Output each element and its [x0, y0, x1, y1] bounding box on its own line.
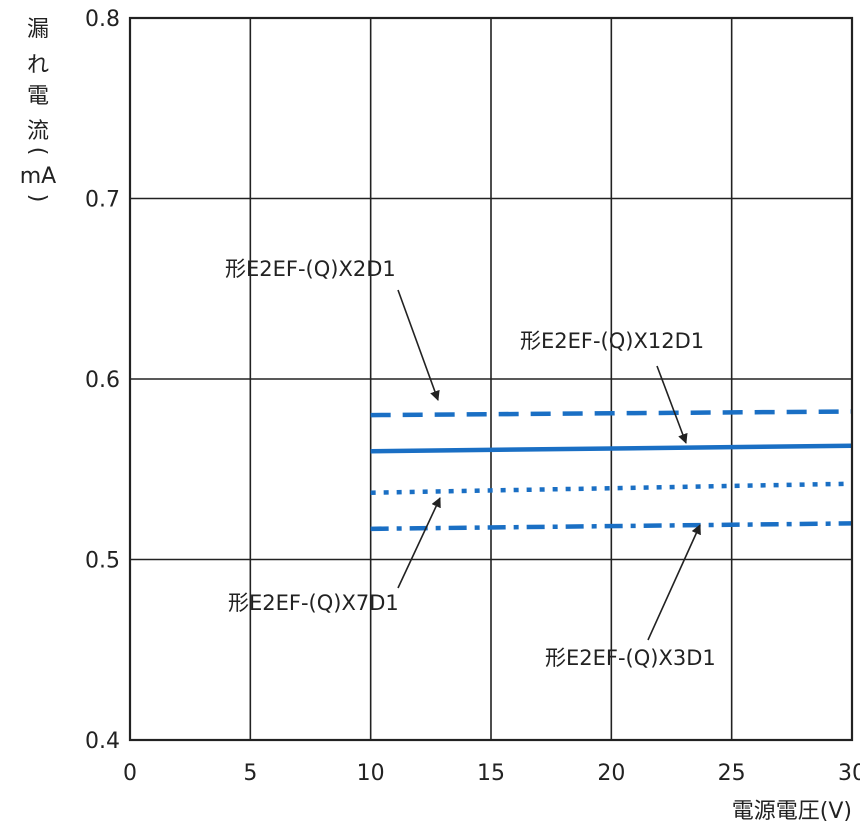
x-tick-label: 10 [357, 761, 385, 786]
x-tick-label: 15 [477, 761, 505, 786]
y-axis-label-char: ) [25, 194, 50, 203]
y-tick-label: 0.7 [85, 188, 120, 213]
annotation-arrow [397, 289, 440, 401]
x-tick-label: 25 [718, 761, 746, 786]
plot-frame [128, 16, 854, 742]
y-axis-label-char: 流 [27, 119, 49, 144]
annotation-arrow [656, 365, 688, 444]
series-annotations: 形E2EF-(Q)X2D1 形E2EF-(Q)X12D1 形E2EF-(Q)X7D1… [225, 257, 716, 670]
annotation-arrows [397, 289, 701, 641]
x-tick-label: 30 [838, 761, 860, 786]
y-axis-label-char: れ [27, 53, 49, 78]
series-annotation-label: 形E2EF-(Q)X12D1 [520, 329, 704, 353]
tick-labels: 0 5 10 15 20 25 30 0.4 0.5 0.6 0.7 0.8 [85, 7, 860, 786]
series-annotation-label: 形E2EF-(Q)X2D1 [225, 257, 396, 281]
y-tick-label: 0.6 [85, 368, 120, 393]
y-axis-label-char: ( [25, 147, 50, 156]
x-axis-label: 電源電圧(V) [732, 799, 852, 824]
series-line [370, 521, 853, 532]
annotation-arrow [397, 497, 441, 589]
grid-lines [129, 17, 853, 741]
series-line [370, 481, 853, 495]
plot-border [128, 16, 854, 742]
series-annotation-label: 形E2EF-(Q)X7D1 [228, 591, 399, 615]
y-axis-label-char: 漏 [27, 17, 49, 42]
series-line [370, 409, 853, 418]
x-tick-label: 5 [243, 761, 257, 786]
y-tick-label: 0.8 [85, 7, 120, 32]
y-axis-label-char: 電 [27, 84, 49, 109]
x-tick-label: 20 [597, 761, 625, 786]
annotation-arrow [647, 524, 701, 641]
y-tick-label: 0.5 [85, 549, 120, 574]
series-annotation-label: 形E2EF-(Q)X3D1 [545, 646, 716, 670]
x-tick-label: 0 [123, 761, 137, 786]
series-lines [370, 409, 853, 532]
y-axis-label-char: mA [20, 164, 56, 189]
series-line [370, 443, 853, 454]
y-tick-label: 0.4 [85, 729, 120, 754]
